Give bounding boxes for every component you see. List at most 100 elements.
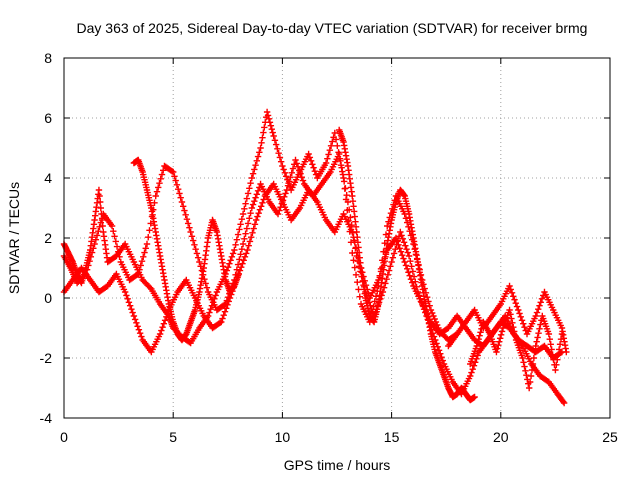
data-point (508, 315, 515, 322)
data-point (560, 398, 567, 405)
data-point (90, 245, 97, 252)
data-point (236, 256, 243, 263)
data-point (478, 325, 485, 333)
data-point (403, 245, 410, 253)
data-point (191, 241, 198, 249)
data-point (221, 308, 229, 315)
data-point (264, 112, 272, 119)
data-point (161, 317, 169, 324)
data-point (99, 222, 106, 230)
data-point (87, 253, 95, 261)
data-point (125, 299, 133, 306)
data-point (236, 267, 244, 274)
data-point (299, 177, 307, 184)
data-point (292, 156, 299, 164)
data-point (243, 225, 251, 232)
x-tick-label: 15 (384, 429, 400, 445)
data-point (256, 149, 263, 156)
data-point (282, 173, 290, 180)
data-point (194, 254, 202, 261)
data-point (351, 264, 358, 271)
data-point (276, 154, 284, 161)
data-point (133, 271, 141, 279)
data-point (212, 292, 219, 299)
data-point (134, 323, 141, 330)
data-point (133, 319, 140, 327)
data-point (274, 145, 281, 153)
data-point (279, 162, 286, 170)
data-point (331, 129, 339, 137)
data-point (345, 206, 353, 213)
data-point (255, 209, 262, 217)
data-point (136, 266, 143, 273)
data-point (131, 316, 139, 323)
data-point (160, 320, 168, 327)
data-point (233, 236, 241, 243)
data-point (507, 286, 514, 293)
data-point (322, 159, 330, 167)
data-point (407, 275, 415, 283)
data-point (533, 309, 541, 316)
data-point (173, 181, 181, 189)
data-point (97, 204, 105, 212)
x-tick-label: 25 (602, 429, 618, 445)
data-point (545, 330, 553, 338)
data-point (385, 267, 393, 274)
data-point (402, 242, 409, 249)
data-point (474, 352, 481, 359)
data-point (155, 184, 162, 191)
data-point (136, 329, 144, 337)
data-point (517, 313, 524, 321)
data-point (220, 311, 227, 319)
data-point (538, 295, 546, 303)
data-point (171, 173, 178, 180)
data-point (556, 341, 564, 348)
data-point (254, 213, 261, 220)
data-point (256, 206, 264, 213)
data-point (239, 210, 247, 218)
data-point (392, 234, 400, 242)
data-point (271, 137, 279, 144)
data-point (135, 326, 143, 333)
data-point (244, 190, 252, 197)
data-point (146, 227, 153, 234)
data-point (338, 164, 345, 171)
data-point (390, 250, 398, 257)
data-point (116, 253, 123, 261)
data-point (172, 177, 179, 184)
data-point (402, 215, 410, 222)
data-point (85, 262, 92, 269)
data-point (126, 302, 134, 309)
data-point (329, 138, 336, 145)
data-point (226, 260, 233, 267)
data-point (188, 233, 196, 240)
axis-ticks: 0 5 10 15 20 25 -4 -2 0 2 4 6 8 (40, 50, 618, 445)
data-point (95, 227, 102, 235)
data-point (537, 299, 544, 306)
data-point (326, 146, 334, 154)
data-point (554, 356, 561, 363)
data-point (521, 363, 528, 370)
data-point (474, 339, 481, 346)
data-point (525, 384, 533, 392)
x-tick-label: 20 (493, 429, 509, 445)
data-point (468, 369, 475, 376)
data-point (121, 288, 129, 296)
data-point (115, 248, 122, 255)
data-point (294, 163, 302, 171)
data-point (467, 372, 474, 380)
data-point (236, 226, 243, 233)
data-point (202, 280, 209, 287)
data-point (257, 203, 265, 210)
data-point (527, 372, 535, 380)
data-point (182, 211, 189, 219)
data-point (86, 257, 93, 265)
data-point (557, 335, 565, 343)
data-point (400, 239, 408, 246)
data-point (156, 330, 164, 338)
data-point (433, 340, 440, 347)
data-point (342, 185, 349, 192)
data-point (535, 329, 542, 337)
data-point (97, 219, 105, 226)
